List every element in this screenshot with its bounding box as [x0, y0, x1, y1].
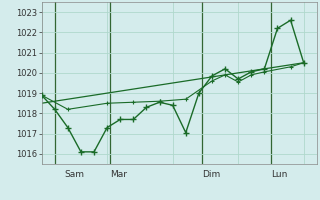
Text: Lun: Lun [271, 170, 287, 179]
Text: Mar: Mar [110, 170, 127, 179]
Text: Dim: Dim [202, 170, 220, 179]
Text: Sam: Sam [65, 170, 84, 179]
